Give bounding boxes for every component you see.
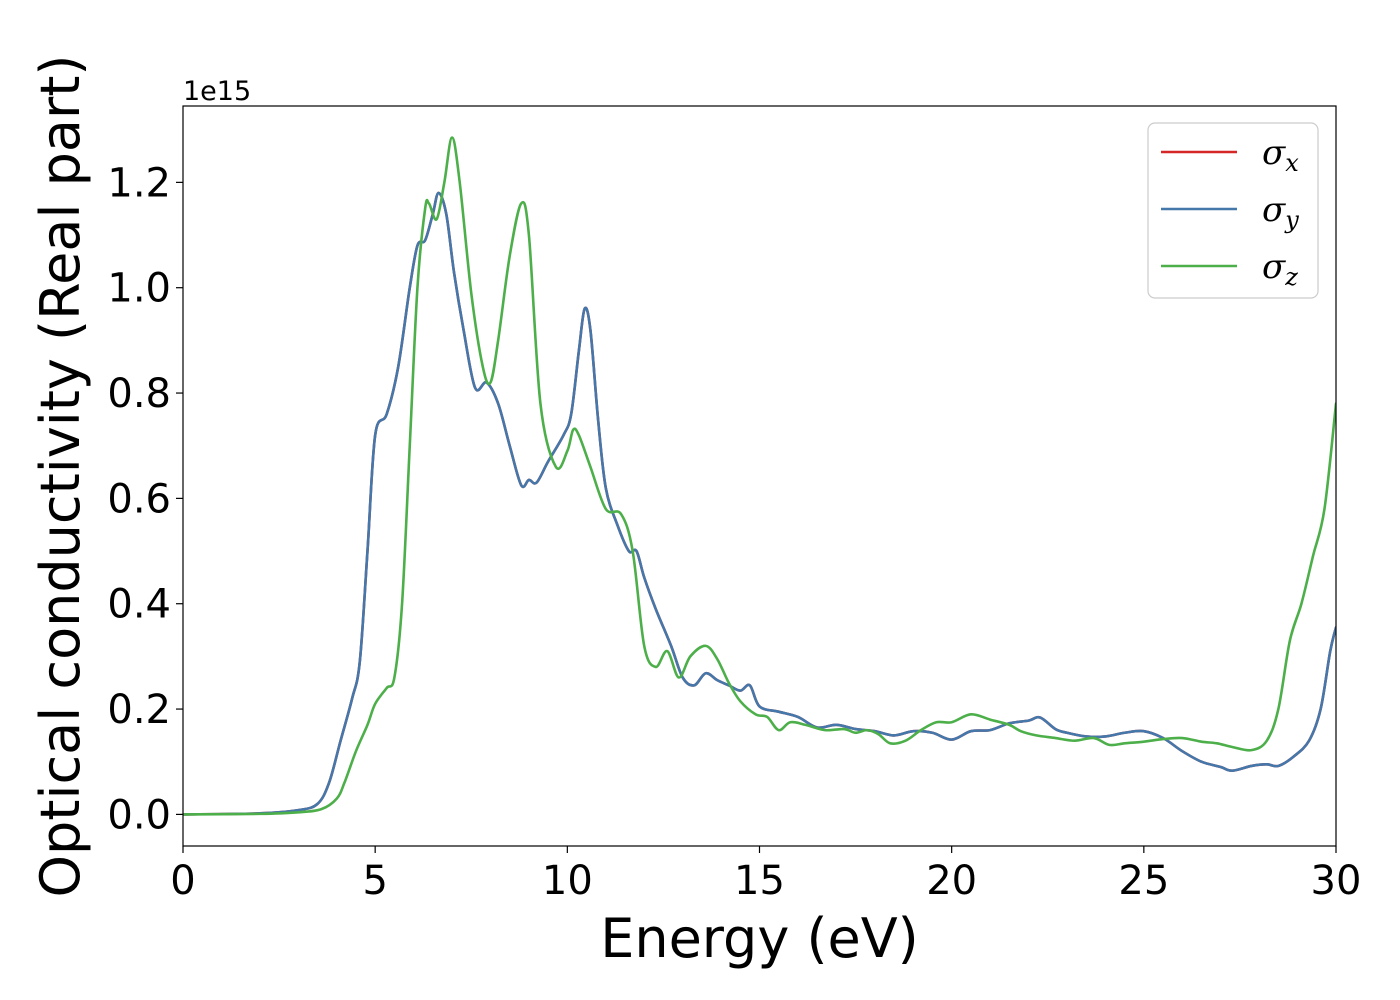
series-line-sigma-z — [183, 136, 1336, 816]
legend-box — [1147, 122, 1319, 299]
x-tick-label: 0 — [170, 858, 195, 904]
x-tick-label: 25 — [1118, 858, 1169, 904]
y-offset-label: 1e15 — [183, 76, 251, 107]
y-tick-label: 0.0 — [107, 792, 171, 838]
y-tick-label: 1.2 — [107, 160, 171, 206]
x-axis-ticks: 0 5 10 15 20 25 30 — [170, 846, 1361, 904]
x-tick-label: 15 — [734, 858, 785, 904]
x-tick-label: 10 — [542, 858, 593, 904]
series-line-sigma-y — [183, 191, 1336, 816]
y-tick-label: 0.2 — [107, 687, 171, 733]
x-axis-label: Energy (eV) — [600, 907, 919, 970]
y-tick-label: 0.4 — [107, 582, 171, 628]
y-axis-label: Optical conductivity (Real part) — [29, 55, 92, 898]
x-tick-label: 30 — [1311, 858, 1362, 904]
y-tick-label: 0.6 — [107, 476, 171, 522]
x-tick-label: 20 — [926, 858, 977, 904]
y-tick-label: 0.8 — [107, 371, 171, 417]
y-tick-label: 1.0 — [107, 266, 171, 312]
y-axis-ticks: 0.0 0.2 0.4 0.6 0.8 1.0 1.2 — [107, 160, 183, 838]
x-tick-label: 5 — [362, 858, 387, 904]
series-layer — [183, 136, 1336, 816]
